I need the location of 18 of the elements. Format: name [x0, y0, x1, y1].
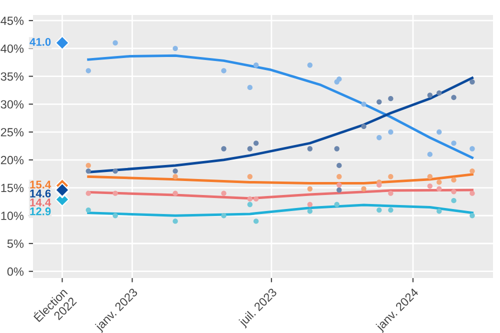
data-label: 12.9	[30, 207, 51, 216]
data-label: 14.6	[30, 190, 51, 198]
y-tick-label: 0%	[7, 267, 24, 276]
y-tick-label: 35%	[0, 72, 24, 81]
y-tick-label: 25%	[0, 128, 24, 136]
y-tick-label: 40%	[0, 44, 24, 53]
y-tick-label: 15%	[1, 184, 24, 192]
data-label: 15.4	[30, 180, 52, 189]
y-tick-label: 45%	[0, 16, 24, 25]
y-tick-label: 30%	[0, 100, 24, 109]
data-label: 14.4	[30, 198, 52, 206]
line-series	[87, 54, 474, 159]
line-series	[87, 188, 474, 200]
y-tick-label: 20%	[0, 156, 24, 164]
line-series	[87, 76, 474, 174]
y-tick-label: 10%	[1, 212, 24, 220]
y-tick-label: 5%	[7, 240, 24, 248]
data-label: 41.0	[30, 38, 51, 46]
